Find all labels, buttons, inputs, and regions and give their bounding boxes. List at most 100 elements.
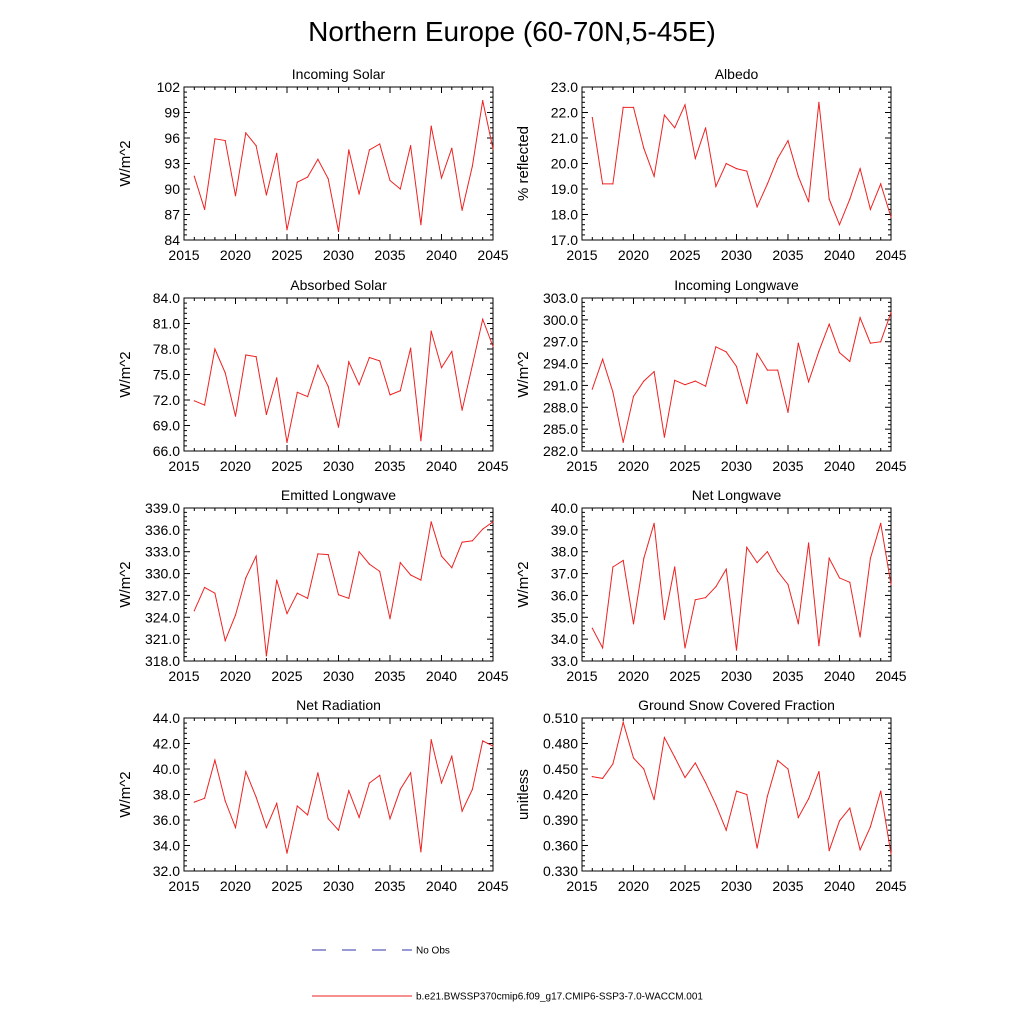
x-tick-label: 2025 (271, 247, 302, 263)
data-point (358, 816, 360, 819)
data-point (705, 597, 707, 599)
y-tick-label: 297.0 (543, 334, 578, 350)
y-tick-label: 35.0 (551, 609, 578, 625)
legend-obs-label: No Obs (416, 946, 450, 957)
data-point (471, 788, 473, 791)
y-tick-label: 0.480 (543, 736, 578, 752)
data-point (296, 181, 298, 183)
data-point (828, 198, 830, 200)
x-tick-label: 2015 (168, 458, 199, 474)
panel: Absorbed Solar W/m^2 2015 2020 2025 2030 2035 2… (117, 277, 509, 474)
y-tick-label: 288.0 (543, 399, 578, 415)
data-point (808, 381, 810, 383)
data-point (234, 195, 237, 197)
y-tick-label: 99 (164, 105, 180, 121)
data-point (276, 802, 278, 805)
panel: Net Longwave W/m^2 2015 2020 2025 2030 2035 204… (515, 487, 907, 684)
y-tick-label: 33.0 (551, 653, 578, 669)
data-point (317, 364, 319, 366)
data-point (684, 776, 686, 779)
x-tick-label: 2035 (374, 247, 405, 263)
data-point (663, 114, 666, 116)
y-tick-label: 282.0 (543, 443, 578, 459)
y-tick-label: 22.0 (551, 105, 578, 121)
y-tick-label: 40.0 (153, 761, 180, 777)
y-tick-label: 81.0 (153, 316, 180, 332)
x-tick-label: 2035 (772, 668, 803, 684)
data-point (777, 570, 779, 572)
series-line (591, 312, 892, 443)
series-line (194, 317, 494, 443)
data-point (602, 647, 604, 649)
data-point (379, 360, 381, 362)
x-tick-label: 2030 (323, 247, 354, 263)
data-point (643, 557, 645, 559)
y-tick-label: 285.0 (543, 421, 578, 437)
data-point (193, 175, 195, 177)
data-point (224, 800, 226, 802)
data-point (890, 216, 892, 218)
data-point (337, 829, 340, 831)
data-point (482, 100, 484, 102)
legend: No Obs b.e21.BWSSP370cmip6.f09_g17.CMIP6… (312, 946, 703, 1003)
y-axis-label: W/m^2 (117, 351, 134, 397)
data-point (694, 599, 696, 601)
data-point (286, 852, 288, 854)
data-point (317, 158, 319, 160)
panel-title: Net Longwave (692, 487, 782, 503)
data-point (859, 636, 861, 638)
data-point (327, 818, 329, 820)
data-point (612, 566, 614, 568)
data-point (379, 774, 381, 776)
y-tick-label: 321.0 (145, 631, 180, 647)
data-point (591, 776, 593, 778)
x-tick-label: 2045 (477, 878, 508, 894)
series-line (193, 521, 494, 656)
data-point (451, 755, 453, 757)
data-point (838, 577, 841, 579)
data-point (255, 555, 257, 557)
x-tick-label: 2015 (566, 458, 597, 474)
data-point (214, 348, 216, 350)
data-point (296, 592, 298, 594)
data-point (869, 208, 872, 210)
y-tick-label: 32.0 (153, 863, 180, 879)
data-point (286, 613, 288, 615)
data-point (399, 188, 401, 190)
x-tick-label: 2040 (426, 668, 457, 684)
data-point (492, 148, 494, 150)
data-point (797, 816, 799, 819)
data-point (358, 551, 360, 553)
data-point (818, 350, 820, 352)
data-point (797, 342, 799, 344)
data-point (766, 795, 769, 797)
data-point (461, 810, 463, 812)
data-point (890, 583, 892, 586)
data-point (746, 546, 748, 548)
panel: Albedo % reflected 2015 2020 2025 2030 2035 204… (515, 66, 907, 263)
data-point (705, 127, 707, 129)
data-point (797, 623, 799, 625)
data-point (276, 579, 278, 581)
data-point (591, 388, 593, 390)
data-point (389, 179, 391, 182)
data-point (276, 152, 278, 154)
data-point (849, 807, 851, 809)
x-tick-label: 2040 (824, 878, 855, 894)
data-point (389, 394, 391, 396)
data-point (430, 739, 432, 741)
y-tick-label: 36.0 (153, 812, 180, 828)
y-tick-label: 72.0 (153, 392, 180, 408)
data-point (440, 782, 443, 784)
data-point (674, 756, 676, 758)
data-point (653, 175, 655, 177)
data-point (838, 820, 841, 822)
y-tick-label: 102 (157, 79, 181, 95)
x-tick-label: 2025 (669, 247, 700, 263)
data-point (869, 826, 872, 828)
data-point (482, 528, 484, 530)
y-tick-label: 23.0 (551, 79, 578, 95)
x-tick-label: 2020 (618, 458, 649, 474)
data-point (234, 415, 237, 417)
y-tick-label: 96 (164, 130, 180, 146)
